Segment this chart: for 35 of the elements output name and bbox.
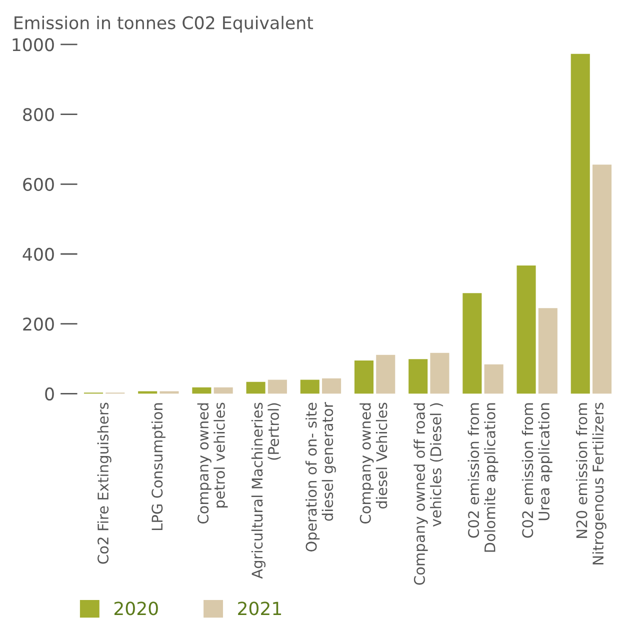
y-tick-label: 0 bbox=[45, 387, 54, 401]
legend-label: 2020 bbox=[114, 602, 158, 616]
legend-label: 2021 bbox=[238, 602, 282, 616]
bar bbox=[376, 354, 396, 394]
x-tick-label: Operation of on- site diesel generator bbox=[305, 402, 336, 552]
bar bbox=[300, 380, 320, 394]
bar bbox=[354, 360, 374, 394]
x-tick-label: N20 emission from Nitrogenous Fertilizers bbox=[576, 402, 606, 564]
x-tick-label: Company owned petrol vehicles bbox=[197, 402, 228, 524]
bar bbox=[516, 266, 536, 394]
y-axis-title: Emission in tonnes C02 Equivalent bbox=[14, 16, 314, 33]
x-tick-label: Co2 Fire Extinguishers bbox=[97, 402, 112, 564]
bar bbox=[214, 387, 233, 394]
y-tick-label: 800 bbox=[23, 108, 54, 122]
y-tick-label: 1000 bbox=[12, 38, 54, 52]
bar bbox=[592, 164, 612, 394]
y-tick-label: 600 bbox=[23, 178, 54, 191]
x-tick-label: LPG Consumption bbox=[151, 403, 166, 530]
bar bbox=[462, 293, 482, 394]
bar bbox=[268, 380, 287, 394]
bar bbox=[408, 359, 428, 394]
bar bbox=[538, 308, 558, 394]
bar bbox=[484, 364, 504, 394]
y-tick-label: 200 bbox=[23, 318, 54, 331]
bar bbox=[570, 54, 590, 394]
bar bbox=[246, 382, 266, 394]
x-tick-label: C02 emission from Urea application bbox=[522, 403, 552, 538]
bar bbox=[192, 387, 212, 394]
x-tick-label: Company owned off road vehicles (Diesel ) bbox=[414, 403, 444, 585]
x-tick-label: C02 emission from Dolomite application bbox=[468, 403, 498, 552]
x-tick-label: Company owned diesel Vehicles bbox=[360, 402, 388, 524]
bar bbox=[322, 378, 342, 394]
bar bbox=[430, 352, 450, 394]
y-tick-label: 400 bbox=[22, 248, 54, 261]
x-tick-label: Agricultural Machineries (Pertrol) bbox=[251, 402, 281, 579]
